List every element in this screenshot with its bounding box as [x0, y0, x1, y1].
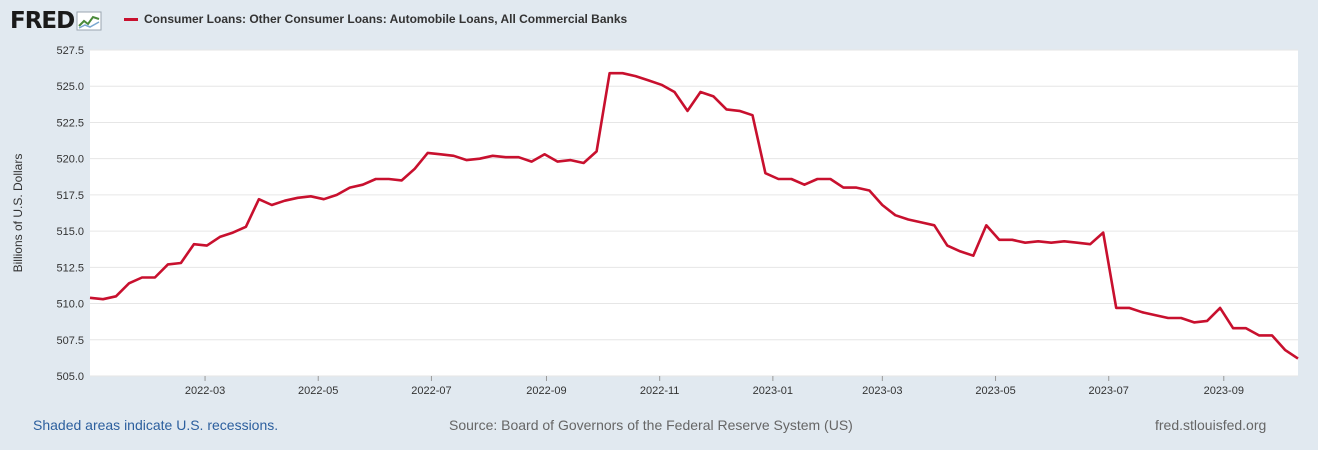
chart-svg: 505.0 507.5 510.0 512.5 515.0 517.5 520.0 522.5…	[11, 45, 1299, 397]
y-tick-label: 520.0	[56, 154, 84, 166]
y-tick-label: 505.0	[56, 371, 84, 383]
y-tick-label: 527.5	[56, 45, 84, 57]
y-tick-label: 507.5	[56, 335, 84, 347]
fred-logo[interactable]: FRED	[10, 6, 102, 36]
y-tick-label: 522.5	[56, 117, 84, 129]
x-tick-label: 2022-07	[411, 385, 451, 397]
x-tick-label: 2023-03	[862, 385, 902, 397]
x-tick-label: 2023-01	[753, 385, 793, 397]
y-axis-ticks: 505.0 507.5 510.0 512.5 515.0 517.5 520.0 522.5…	[56, 45, 84, 383]
y-tick-label: 510.0	[56, 299, 84, 311]
y-tick-label: 517.5	[56, 190, 84, 202]
fred-logo-text: FRED	[10, 8, 75, 34]
x-tick-label: 2023-05	[975, 385, 1015, 397]
x-tick-label: 2022-05	[298, 385, 338, 397]
grid-lines	[90, 49, 1298, 377]
site-link[interactable]: fred.stlouisfed.org	[1155, 417, 1267, 433]
x-tick-label: 2022-09	[526, 385, 566, 397]
x-tick-label: 2023-09	[1204, 385, 1244, 397]
x-tick-label: 2022-03	[185, 385, 225, 397]
x-tick-label: 2022-11	[640, 385, 680, 397]
y-tick-label: 525.0	[56, 81, 84, 93]
source-text: Source: Board of Governors of the Federa…	[449, 417, 853, 433]
chart-legend: Consumer Loans: Other Consumer Loans: Au…	[124, 12, 627, 26]
fred-logo-graph-icon	[76, 11, 102, 31]
x-tick-label: 2023-07	[1089, 385, 1129, 397]
y-axis-label: Billions of U.S. Dollars	[11, 154, 25, 273]
series-line	[89, 71, 1299, 360]
plot-area	[90, 50, 1298, 376]
x-axis-ticks: 2022-03 2022-05 2022-07 2022-09 2022-11 2023-…	[185, 376, 1244, 397]
legend-swatch	[124, 17, 138, 21]
recession-note: Shaded areas indicate U.S. recessions.	[33, 417, 279, 433]
y-tick-label: 515.0	[56, 226, 84, 238]
y-tick-label: 512.5	[56, 262, 84, 274]
legend-label: Consumer Loans: Other Consumer Loans: Au…	[144, 12, 628, 26]
